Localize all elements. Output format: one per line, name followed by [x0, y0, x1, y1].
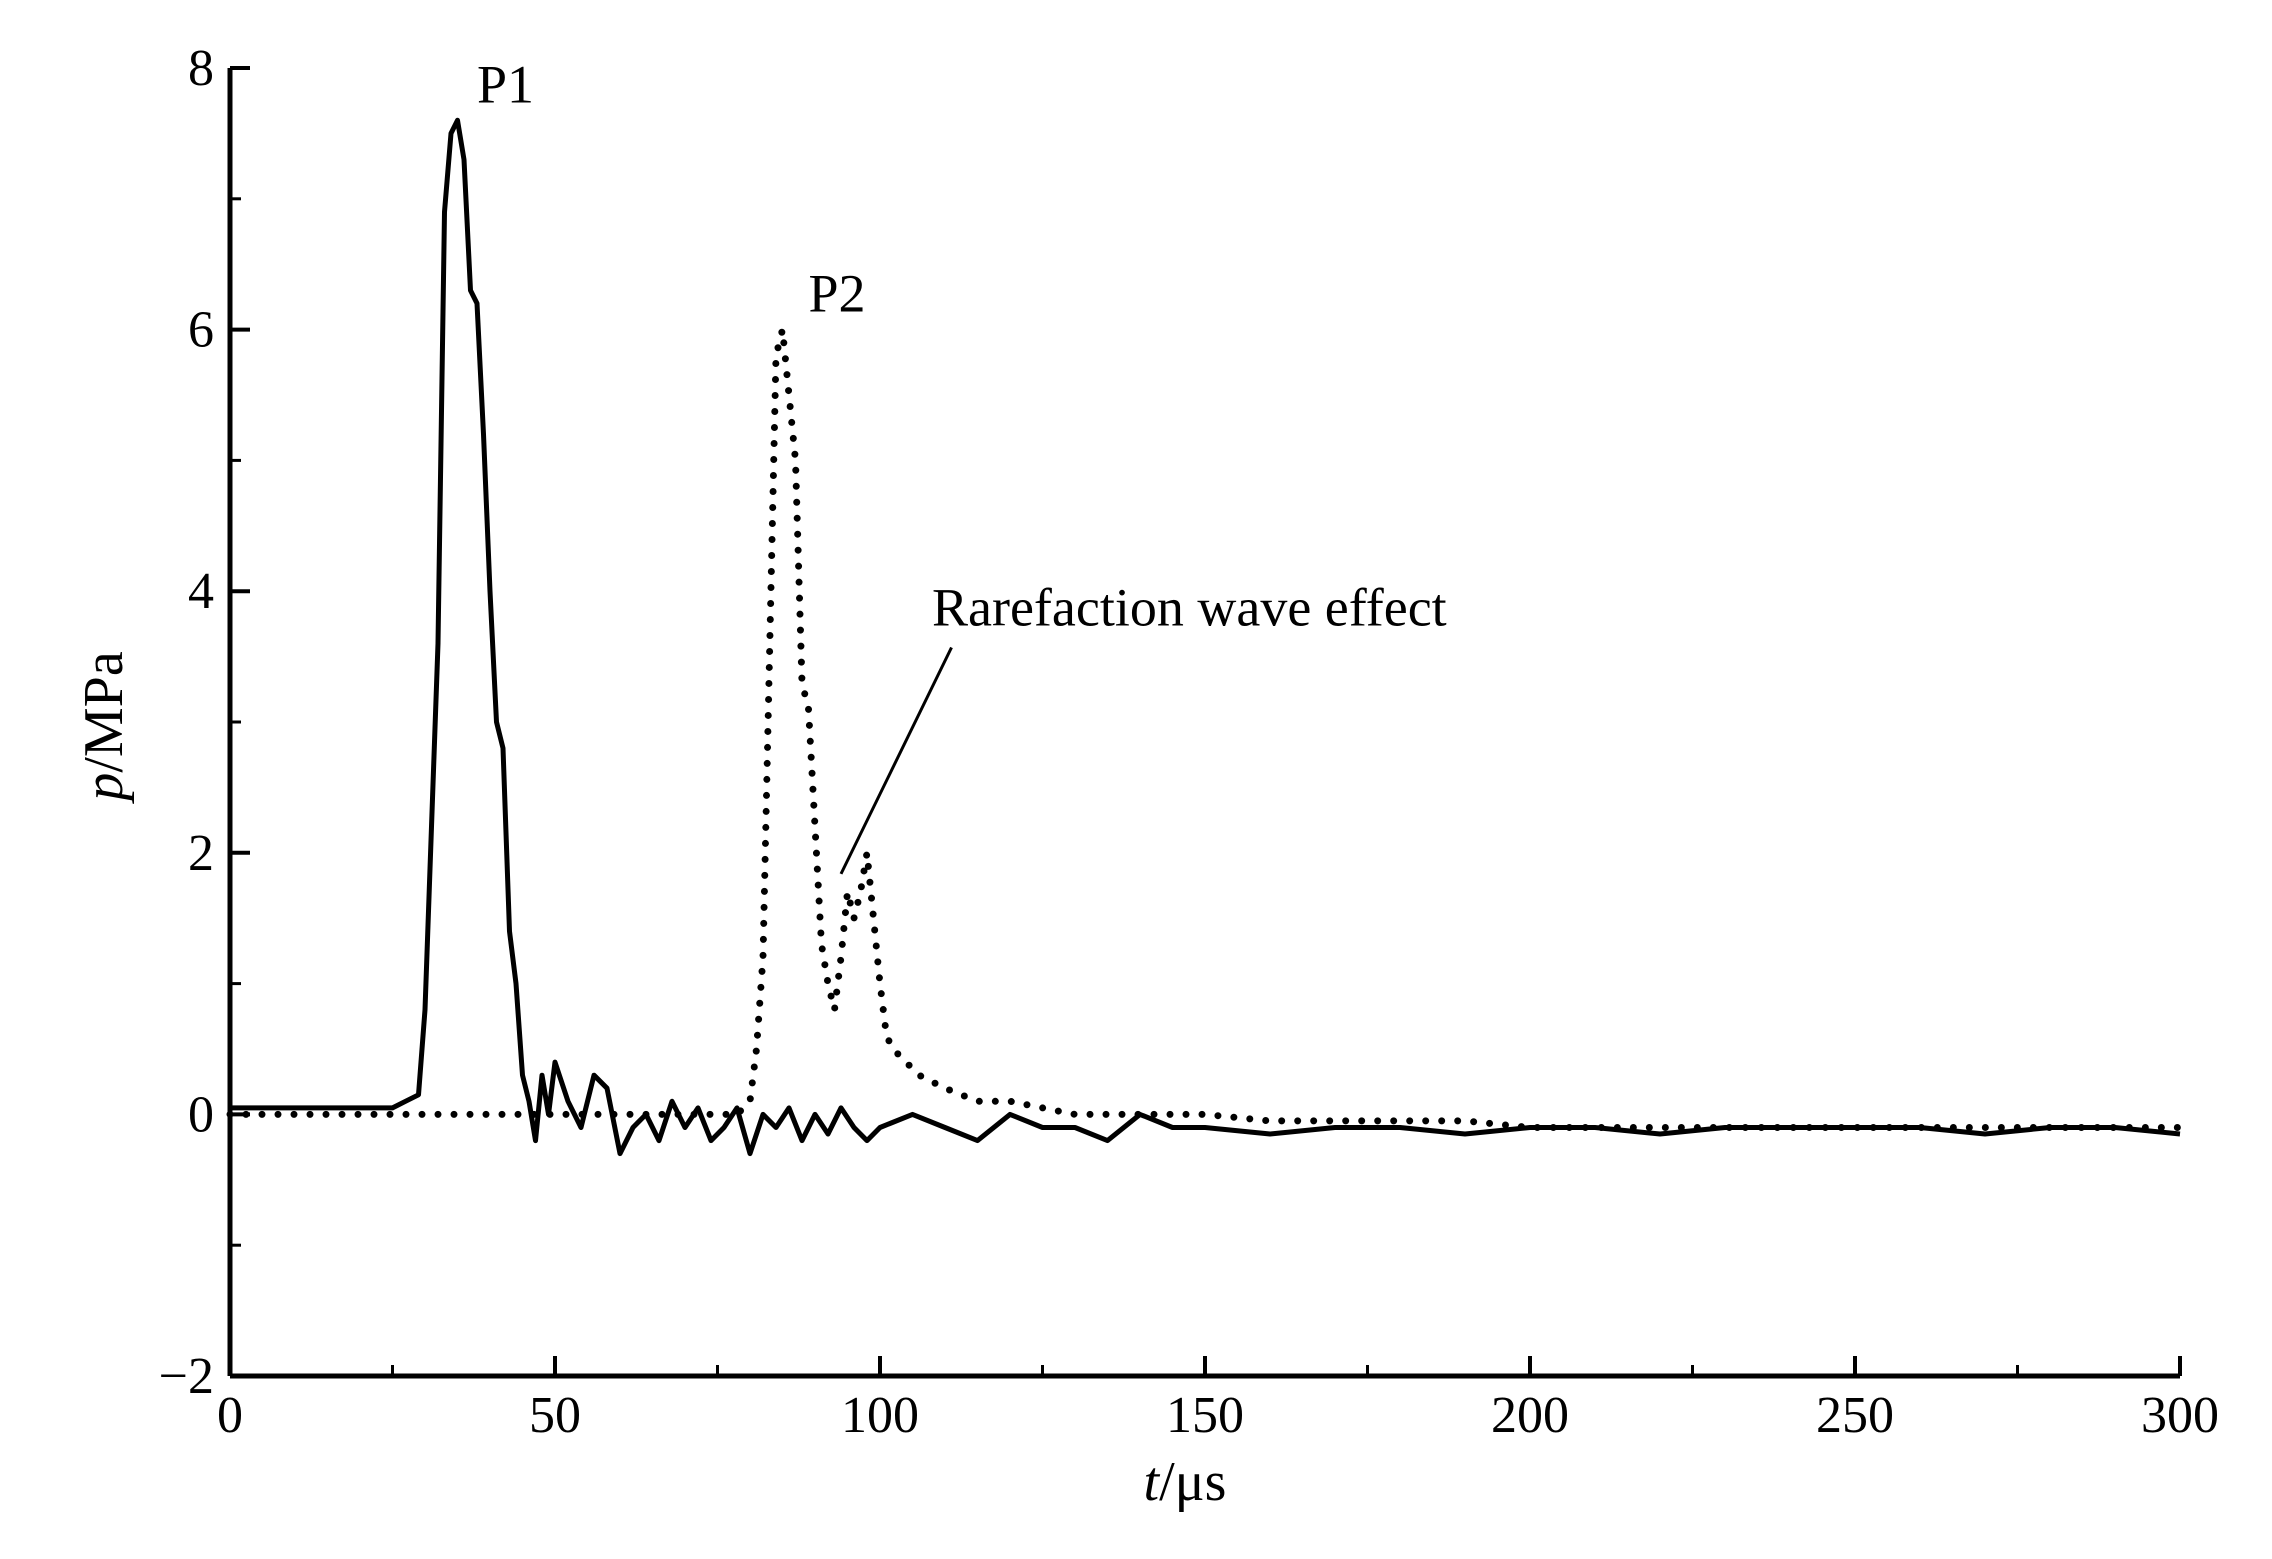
x-tick-label: 0: [217, 1387, 243, 1444]
series-line-1-solid: [230, 117, 2181, 1157]
y-axis-title: p/MPa: [73, 651, 135, 804]
y-tick-label: 8: [188, 40, 214, 97]
y-tick-label: 2: [188, 825, 214, 882]
x-tick-label: 50: [529, 1387, 581, 1444]
annotation-label-1: P1: [477, 54, 534, 114]
x-axis-unit: /μs: [1159, 1451, 1226, 1513]
annotation-label-2: P2: [809, 264, 866, 324]
annotation-label-3: Rarefaction wave effect: [932, 578, 1447, 638]
series-line-2-dotted: [226, 326, 2184, 1131]
y-axis-unit: /MPa: [73, 651, 135, 772]
annotations: P1 P2 Rarefaction wave effect: [477, 54, 1447, 875]
annotation-pointer-line: [839, 646, 953, 875]
x-tick-label: 300: [2141, 1387, 2219, 1444]
x-tick-label: 150: [1166, 1387, 1244, 1444]
y-tick-label: 4: [188, 563, 214, 620]
x-tick-label: 250: [1816, 1387, 1894, 1444]
y-axis-variable: p: [73, 773, 135, 805]
x-axis-title: t/μs: [1144, 1451, 1227, 1513]
x-tick-label: 100: [841, 1387, 919, 1444]
x-axis-variable: t: [1144, 1451, 1161, 1513]
x-tick-label: 200: [1491, 1387, 1569, 1444]
y-tick-label: −2: [159, 1348, 214, 1405]
series-group: [226, 117, 2184, 1157]
y-tick-label: 6: [188, 302, 214, 359]
y-tick-label: 0: [188, 1086, 214, 1143]
